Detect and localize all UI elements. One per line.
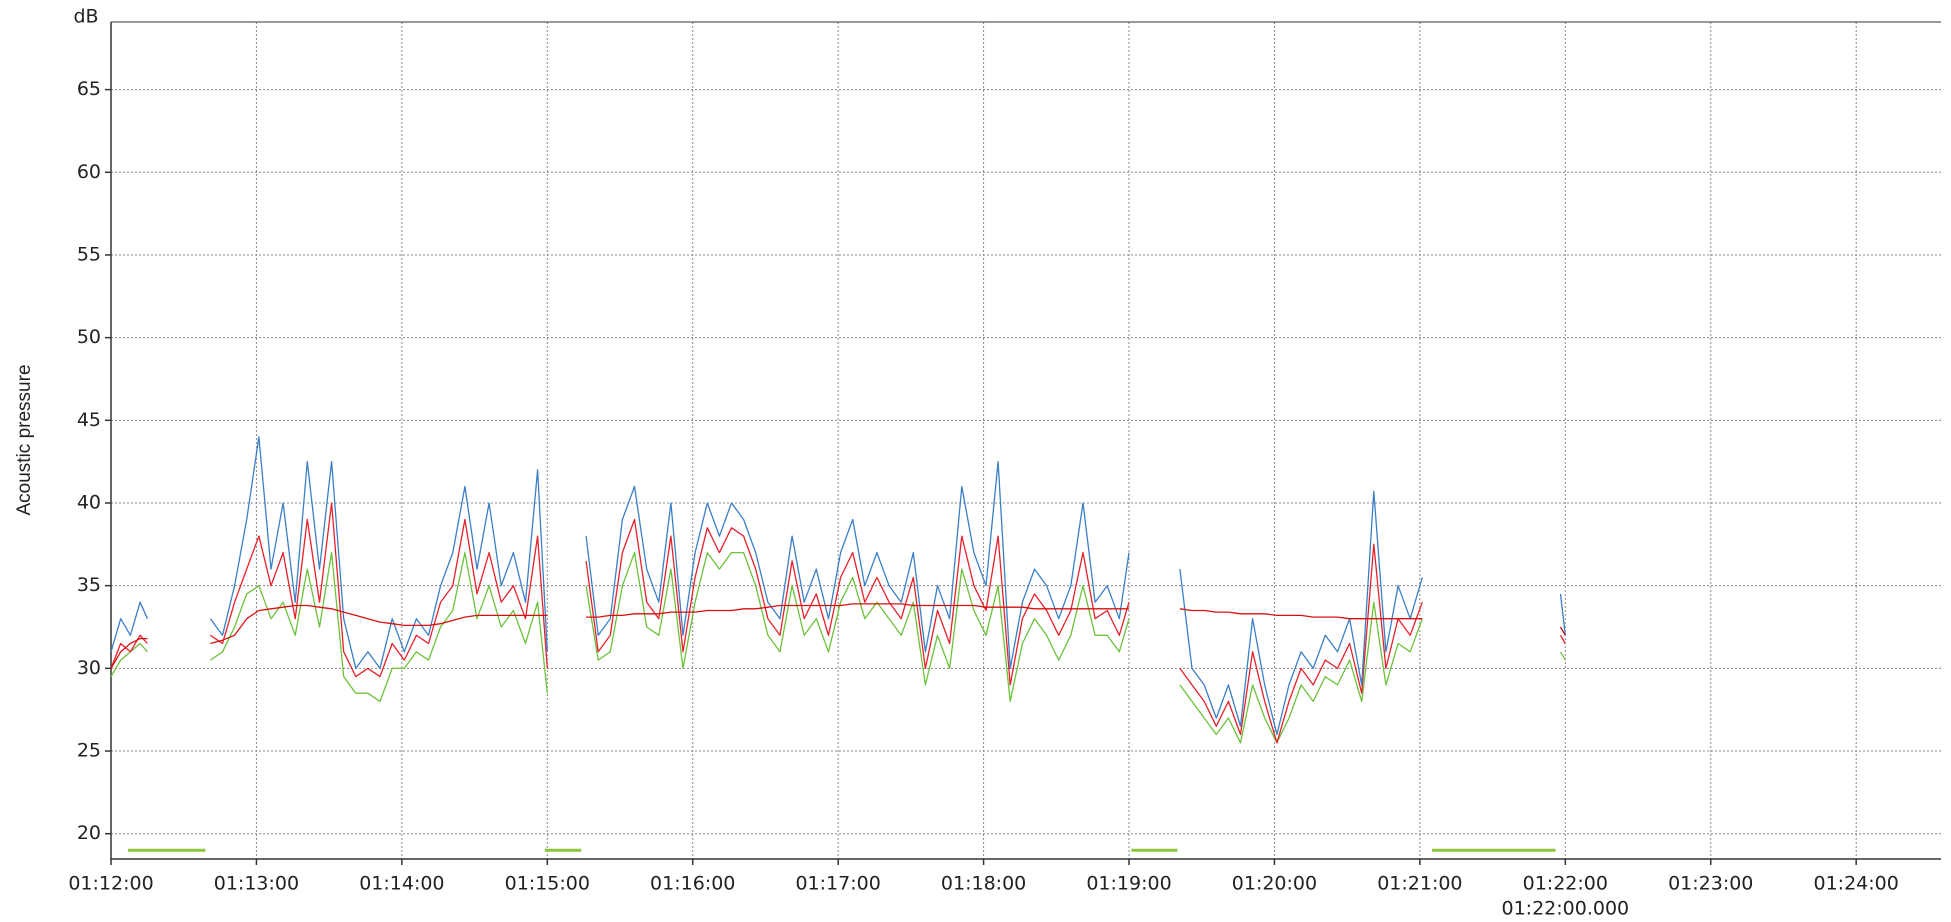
x-tick-label: 01:20:00 bbox=[1232, 873, 1317, 895]
y-tick-label: 50 bbox=[77, 326, 101, 348]
y-axis-label: Acoustic pressure bbox=[14, 364, 35, 515]
y-tick-label: 45 bbox=[77, 409, 101, 431]
y-tick-label: 60 bbox=[77, 161, 101, 183]
x-tick-label: 01:18:00 bbox=[941, 873, 1026, 895]
y-tick-label: 35 bbox=[77, 574, 101, 596]
y-tick-label: 55 bbox=[77, 243, 101, 265]
x-tick-label: 01:12:00 bbox=[68, 873, 153, 895]
x-tick-label: 01:17:00 bbox=[795, 873, 880, 895]
cursor-label: 01:22:00.000 bbox=[1501, 898, 1629, 920]
y-unit: dB bbox=[73, 6, 98, 28]
x-tick-label: 01:13:00 bbox=[214, 873, 299, 895]
x-tick-label: 01:16:00 bbox=[650, 873, 735, 895]
series-line bbox=[110, 502, 1566, 744]
y-tick-label: 65 bbox=[77, 78, 101, 100]
y-tick-label: 30 bbox=[77, 657, 101, 679]
x-tick-label: 01:22:00 bbox=[1523, 873, 1608, 895]
x-tick-label: 01:15:00 bbox=[505, 873, 590, 895]
series-line bbox=[110, 603, 1566, 669]
x-tick-label: 01:14:00 bbox=[359, 873, 444, 895]
x-tick-label: 01:24:00 bbox=[1813, 873, 1898, 895]
x-tick-label: 01:19:00 bbox=[1086, 873, 1171, 895]
x-tick-label: 01:21:00 bbox=[1377, 873, 1462, 895]
y-tick-label: 25 bbox=[77, 740, 101, 762]
y-tick-label: 40 bbox=[77, 492, 101, 514]
x-tick-label: 01:23:00 bbox=[1668, 873, 1753, 895]
series-line bbox=[110, 436, 1566, 736]
y-tick-label: 20 bbox=[77, 822, 101, 844]
